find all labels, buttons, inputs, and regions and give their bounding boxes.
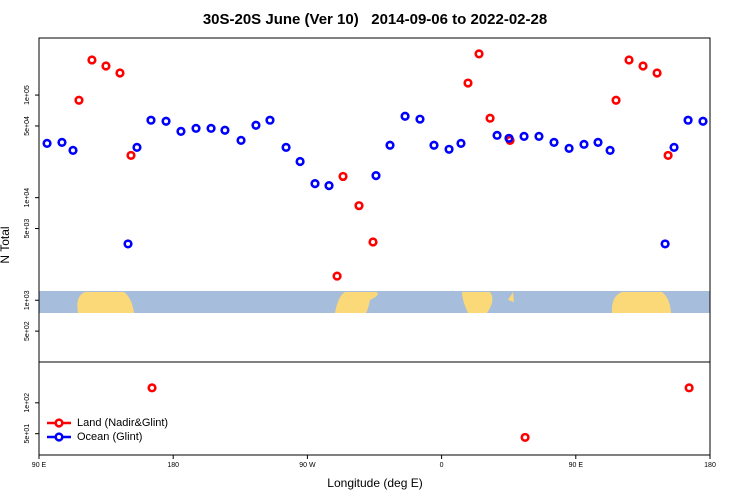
point [310, 179, 320, 189]
point [126, 150, 136, 161]
point [534, 131, 544, 141]
y-tick-label: 1e+04 [24, 188, 31, 208]
point [456, 138, 466, 148]
point [87, 55, 97, 65]
point [42, 138, 52, 148]
x-tick-label: 0 [440, 462, 444, 469]
point [115, 68, 125, 78]
point [101, 61, 111, 71]
point [638, 61, 648, 71]
y-tick-label: 1e+02 [24, 393, 31, 413]
point [463, 78, 473, 88]
point [251, 120, 261, 130]
point [698, 116, 708, 126]
point [663, 150, 673, 161]
point [220, 125, 230, 135]
point [669, 142, 679, 152]
point [281, 142, 291, 152]
point [444, 144, 454, 154]
point [624, 55, 634, 65]
point [520, 432, 530, 443]
y-tick-label: 5e+03 [24, 219, 31, 239]
legend-label: Land (Nadir&Glint) [77, 417, 168, 429]
x-tick-label: 180 [167, 462, 179, 469]
point [338, 171, 348, 182]
point [400, 111, 410, 121]
point [236, 135, 246, 145]
map-strip [39, 291, 710, 313]
legend-label: Ocean (Glint) [77, 431, 142, 443]
point [474, 49, 484, 59]
point [146, 115, 156, 125]
point [132, 142, 142, 152]
point [176, 126, 186, 136]
legend-marker [54, 432, 64, 442]
plot-frame [38, 37, 711, 456]
point [564, 143, 574, 154]
point [519, 131, 529, 141]
x-tick-label: 90 W [299, 462, 316, 469]
y-tick-label: 5e+02 [24, 321, 31, 341]
point [579, 139, 589, 149]
point [593, 137, 603, 147]
point [485, 113, 495, 123]
y-axis-label: N Total [0, 226, 12, 263]
point [611, 95, 621, 105]
point [415, 114, 425, 124]
point [324, 181, 334, 191]
y-tick-label: 1e+03 [24, 290, 31, 310]
point [549, 137, 559, 147]
point [354, 201, 364, 211]
y-tick-label: 1e+05 [24, 85, 31, 105]
point [295, 156, 305, 167]
point [371, 171, 381, 181]
y-tick-label: 5e+04 [24, 116, 31, 136]
point [429, 140, 439, 150]
point [123, 239, 133, 249]
point [684, 383, 694, 393]
point [492, 130, 502, 140]
point [74, 95, 84, 105]
legend-marker [54, 418, 64, 428]
point [652, 68, 662, 78]
point [68, 145, 78, 155]
point [147, 383, 157, 393]
x-tick-label: 180 [704, 462, 716, 469]
point [683, 115, 693, 125]
point [161, 116, 171, 126]
point [57, 137, 67, 147]
point [206, 123, 216, 133]
chart-title: 30S-20S June (Ver 10) 2014-09-06 to 2022… [203, 11, 547, 28]
point [191, 123, 201, 133]
point [605, 145, 615, 155]
point [660, 239, 670, 249]
point [385, 140, 395, 150]
point [504, 133, 514, 143]
x-axis-label: Longitude (deg E) [327, 476, 422, 490]
x-tick-label: 90 E [32, 462, 47, 469]
point [265, 115, 275, 125]
point [332, 271, 342, 281]
point [368, 237, 378, 247]
x-tick-label: 90 E [569, 462, 584, 469]
y-tick-label: 5e+01 [24, 424, 31, 444]
